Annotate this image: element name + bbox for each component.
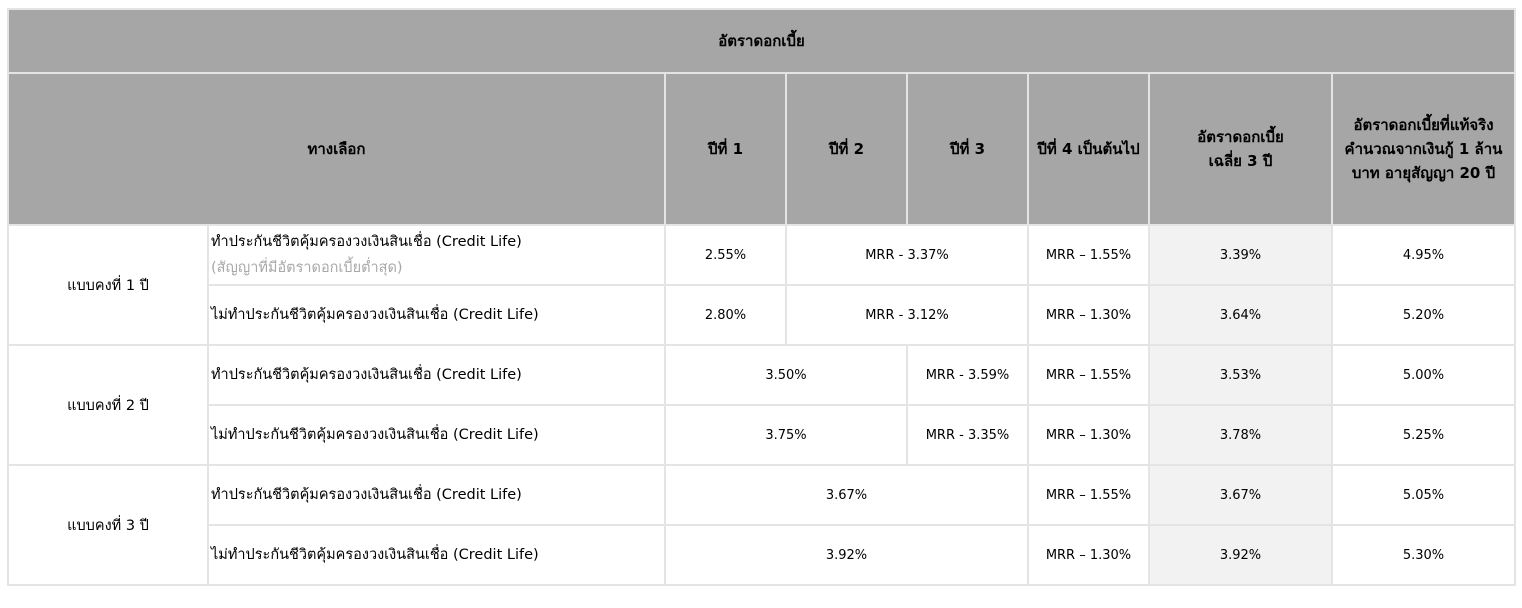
rate-year4: MRR – 1.55%: [1027, 464, 1150, 526]
rate-year4: MRR – 1.55%: [1027, 224, 1150, 286]
plan-name: แบบคงที่ 3 ปี: [7, 464, 209, 586]
effective-header-line1: อัตราดอกเบี้ยที่แท้จริง: [1353, 116, 1494, 134]
column-header-year2: ปีที่ 2: [785, 72, 908, 226]
column-header-option: ทางเลือก: [7, 72, 666, 226]
rate-effective: 4.95%: [1331, 224, 1516, 286]
option-label: ทำประกันชีวิตคุ้มครองวงเงินสินเชื่อ (Cre…: [207, 464, 666, 526]
rate-average: 3.64%: [1148, 284, 1333, 346]
effective-header-line3: บาท อายุสัญญา 20 ปี: [1351, 164, 1496, 182]
column-header-effective-rate: อัตราดอกเบี้ยที่แท้จริง คำนวณจากเงินกู้ …: [1331, 72, 1516, 226]
rate-year2-3: MRR - 3.37%: [785, 224, 1029, 286]
table-row: แบบคงที่ 1 ปี ทำประกันชีวิตคุ้มครองวงเงิ…: [7, 224, 1516, 346]
option-label: ไม่ทำประกันชีวิตคุ้มครองวงเงินสินเชื่อ (…: [207, 284, 666, 346]
column-header-year4-onward: ปีที่ 4 เป็นต้นไป: [1027, 72, 1150, 226]
option-note: (สัญญาที่มีอัตราดอกเบี้ยต่ำสุด): [211, 260, 403, 276]
rate-year1-2: 3.50%: [664, 344, 908, 406]
rate-year4: MRR – 1.30%: [1027, 524, 1150, 586]
rate-effective: 5.20%: [1331, 284, 1516, 346]
rate-average: 3.92%: [1148, 524, 1333, 586]
rate-year4: MRR – 1.30%: [1027, 404, 1150, 466]
plan-name: แบบคงที่ 1 ปี: [7, 224, 209, 346]
rate-year1: 2.55%: [664, 224, 787, 286]
option-label: ไม่ทำประกันชีวิตคุ้มครองวงเงินสินเชื่อ (…: [207, 524, 666, 586]
rate-effective: 5.05%: [1331, 464, 1516, 526]
table-row: ไม่ทำประกันชีวิตคุ้มครองวงเงินสินเชื่อ (…: [8, 524, 1516, 586]
option-label: ไม่ทำประกันชีวิตคุ้มครองวงเงินสินเชื่อ (…: [207, 404, 666, 466]
option-label: ทำประกันชีวิตคุ้มครองวงเงินสินเชื่อ (Cre…: [211, 234, 522, 250]
rate-year4: MRR – 1.30%: [1027, 284, 1150, 346]
rate-year1: 2.80%: [664, 284, 787, 346]
plan-name: แบบคงที่ 2 ปี: [7, 344, 209, 466]
rate-year1-3: 3.67%: [664, 464, 1029, 526]
table-header-row: ทางเลือก ปีที่ 1 ปีที่ 2 ปีที่ 3 ปีที่ 4…: [7, 72, 1516, 226]
rate-average: 3.67%: [1148, 464, 1333, 526]
option-cell: ทำประกันชีวิตคุ้มครองวงเงินสินเชื่อ (Cre…: [207, 224, 666, 286]
column-header-average-3-years: อัตราดอกเบี้ย เฉลี่ย 3 ปี: [1148, 72, 1333, 226]
rate-effective: 5.00%: [1331, 344, 1516, 406]
table-row: แบบคงที่ 2 ปี ทำประกันชีวิตคุ้มครองวงเงิ…: [7, 344, 1516, 466]
average-header-line1: อัตราดอกเบี้ย: [1197, 128, 1284, 146]
table-title: อัตราดอกเบี้ย: [7, 8, 1516, 74]
table-row: ไม่ทำประกันชีวิตคุ้มครองวงเงินสินเชื่อ (…: [8, 404, 1516, 466]
rate-average: 3.53%: [1148, 344, 1333, 406]
rate-year3: MRR - 3.59%: [906, 344, 1029, 406]
rate-year1-2: 3.75%: [664, 404, 908, 466]
average-header-line2: เฉลี่ย 3 ปี: [1208, 152, 1273, 170]
rate-year1-3: 3.92%: [664, 524, 1029, 586]
rate-year2-3: MRR - 3.12%: [785, 284, 1029, 346]
rate-effective: 5.30%: [1331, 524, 1516, 586]
rate-average: 3.39%: [1148, 224, 1333, 286]
rate-effective: 5.25%: [1331, 404, 1516, 466]
effective-header-line2: คำนวณจากเงินกู้ 1 ล้าน: [1344, 140, 1503, 158]
rate-year4: MRR – 1.55%: [1027, 344, 1150, 406]
table-title-row: อัตราดอกเบี้ย: [7, 8, 1516, 74]
rate-average: 3.78%: [1148, 404, 1333, 466]
column-header-year1: ปีที่ 1: [664, 72, 787, 226]
option-label: ทำประกันชีวิตคุ้มครองวงเงินสินเชื่อ (Cre…: [207, 344, 666, 406]
column-header-year3: ปีที่ 3: [906, 72, 1029, 226]
interest-rate-table: อัตราดอกเบี้ย ทางเลือก ปีที่ 1 ปีที่ 2 ป…: [7, 8, 1516, 586]
table-row: แบบคงที่ 3 ปี ทำประกันชีวิตคุ้มครองวงเงิ…: [7, 464, 1516, 586]
rate-year3: MRR - 3.35%: [906, 404, 1029, 466]
table-row: ไม่ทำประกันชีวิตคุ้มครองวงเงินสินเชื่อ (…: [8, 284, 1516, 346]
